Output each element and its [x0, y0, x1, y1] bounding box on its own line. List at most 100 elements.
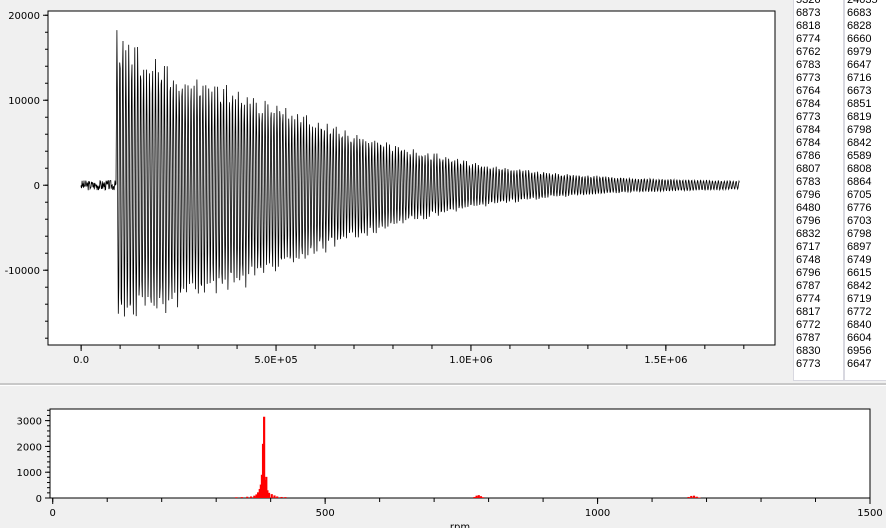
- histogram-bar: [263, 416, 266, 498]
- x-tick-label: 500: [316, 508, 335, 519]
- table-cell: 6772: [796, 319, 821, 331]
- table-cell: 6784: [796, 98, 821, 110]
- table-cell: 6776: [847, 202, 872, 214]
- table-cell: 6784: [796, 137, 821, 149]
- table-cell: 6772: [847, 306, 872, 318]
- y-tick-label: 1000: [17, 468, 42, 479]
- table-cell: 6787: [796, 332, 821, 344]
- table-cell: 6851: [847, 98, 872, 110]
- table-cell: 6828: [847, 20, 872, 32]
- y-tick-label: -10000: [5, 266, 40, 277]
- histogram-bar: [267, 492, 271, 498]
- table-cell: 6719: [847, 293, 872, 305]
- table-cell: 6808: [847, 163, 872, 175]
- table-cell: 6784: [796, 124, 821, 136]
- table-cell: 6842: [847, 280, 872, 292]
- y-tick-label: 20000: [8, 11, 40, 22]
- table-cell: 6762: [796, 46, 821, 58]
- histogram-bar: [253, 495, 256, 498]
- histogram-bar: [690, 495, 693, 498]
- table-column-2[interactable]: 24035 6683 6828 6660 6979 6647 6716 6673 6851 681…: [844, 0, 886, 381]
- table-column-1[interactable]: 5326 6873 6818 6774 6762 6783 6773 6764 6784 6773…: [793, 0, 844, 381]
- table-cell: 6840: [847, 319, 872, 331]
- waveform-chart: 0.0 5.0E+05 1.0E+06 1.5E+06 20000 10000 0 -1000…: [5, 10, 776, 366]
- table-cell: 6798: [847, 228, 872, 240]
- histogram-bar: [695, 496, 698, 498]
- table-cell: 6764: [796, 85, 821, 97]
- histogram-bar: [479, 496, 483, 498]
- table-cell: 6749: [847, 254, 872, 266]
- table-cell: 6817: [796, 306, 821, 318]
- table-cell: 6796: [796, 267, 821, 279]
- histogram-bar: [257, 492, 260, 498]
- table-cell: 24035: [847, 0, 878, 6]
- table-cell: 6716: [847, 72, 872, 84]
- table-cell: 6703: [847, 215, 872, 227]
- table-cell: 6864: [847, 176, 872, 188]
- table-cell: 6773: [796, 358, 821, 370]
- table-cell: 6774: [796, 33, 821, 45]
- table-cell: 6807: [796, 163, 821, 175]
- table-cell: 6786: [796, 150, 821, 162]
- waveform-series-line: [80, 30, 740, 317]
- table-cell: 6798: [847, 124, 872, 136]
- x-tick-label: 1.5E+06: [644, 355, 687, 366]
- histogram-bar: [266, 490, 269, 498]
- table-cell: 6832: [796, 228, 821, 240]
- table-cell: 6673: [847, 85, 872, 97]
- histogram-bar: [249, 496, 253, 498]
- table-cell: 6819: [847, 111, 872, 123]
- table-cell: 6647: [847, 358, 872, 370]
- table-cell: 6773: [796, 111, 821, 123]
- y-tick-label: 0: [36, 494, 42, 505]
- table-cell: 6796: [796, 189, 821, 201]
- plot-area: [49, 408, 871, 499]
- data-table: 5326 6873 6818 6774 6762 6783 6773 6764 6784 6773…: [780, 0, 886, 381]
- table-cell: 6796: [796, 215, 821, 227]
- histogram-bar: [276, 496, 279, 498]
- table-cell: 6748: [796, 254, 821, 266]
- x-tick-label: 1000: [585, 508, 610, 519]
- table-cell: 6773: [796, 72, 821, 84]
- histogram-bar: [240, 497, 243, 498]
- table-cell: 6683: [847, 7, 872, 19]
- table-cell: 6897: [847, 241, 872, 253]
- histogram-bar: [280, 496, 283, 498]
- y-tick-label: 0: [34, 181, 40, 192]
- panel-splitter[interactable]: [0, 383, 886, 386]
- table-cell: 6705: [847, 189, 872, 201]
- y-tick-label: 3000: [17, 417, 42, 428]
- table-cell: 6830: [796, 345, 821, 357]
- histogram-bar: [255, 494, 258, 498]
- table-cell: 6956: [847, 345, 872, 357]
- table-cell: 6783: [796, 176, 821, 188]
- x-tick-label: 5.0E+05: [254, 355, 297, 366]
- histogram-bar: [270, 494, 273, 498]
- x-axis-label: rpm: [450, 522, 470, 528]
- y-tick-label: 10000: [8, 96, 40, 107]
- histogram-bar: [235, 497, 238, 498]
- histogram-bar: [687, 496, 690, 498]
- table-cell: 6589: [847, 150, 872, 162]
- table-cell: 5326: [796, 0, 821, 6]
- histogram-bar: [284, 497, 287, 498]
- table-cell: 6774: [796, 293, 821, 305]
- rpm-histogram-chart: 0 500 1000 1500 0 1000 2000 3000 rpm: [17, 408, 883, 528]
- histogram-bar: [246, 496, 249, 498]
- histogram-bar: [477, 495, 480, 498]
- table-cell: 6604: [847, 332, 872, 344]
- table-cell: 6647: [847, 59, 872, 71]
- x-tick-label: 0: [50, 508, 56, 519]
- histogram-bar: [692, 495, 696, 498]
- table-cell: 6783: [796, 59, 821, 71]
- table-cell: 6873: [796, 7, 821, 19]
- table-cell: 6717: [796, 241, 821, 253]
- x-tick-label: 1.0E+06: [449, 355, 492, 366]
- table-cell: 6787: [796, 280, 821, 292]
- y-tick-label: 2000: [17, 442, 42, 453]
- x-tick-label: 1500: [857, 508, 882, 519]
- table-cell: 6979: [847, 46, 872, 58]
- histogram-bar: [482, 497, 485, 498]
- x-tick-label: 0.0: [73, 355, 89, 366]
- histogram-bar: [698, 497, 701, 498]
